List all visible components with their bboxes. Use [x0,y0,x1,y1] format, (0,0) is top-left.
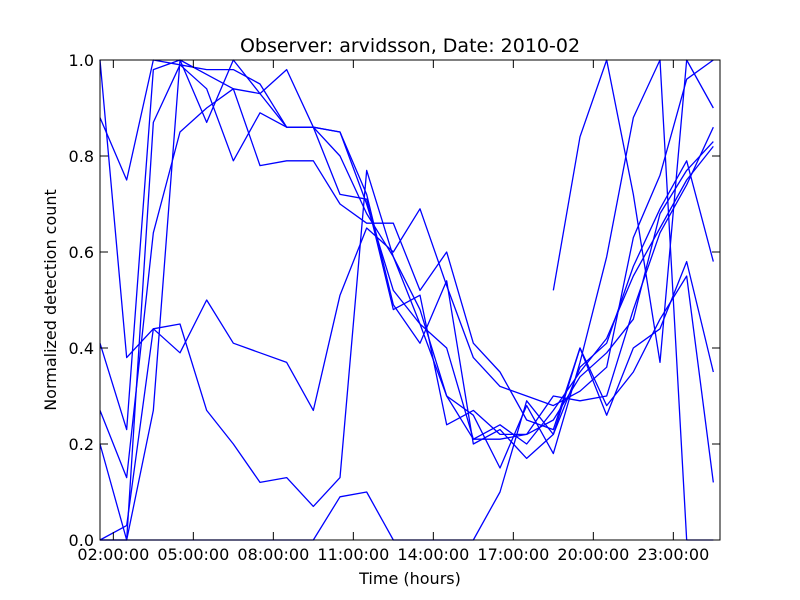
x-tick-label: 11:00:00 [317,545,389,564]
series-line-5 [99,64,714,541]
series-layer [99,59,714,541]
y-tick-label: 0.6 [69,243,94,262]
series-line-2 [99,59,714,412]
x-tick-label: 08:00:00 [237,545,309,564]
x-tick-label: 05:00:00 [157,545,229,564]
y-tick-label: 0.0 [69,531,94,550]
y-tick-label: 0.8 [69,147,94,166]
chart-title: Observer: arvidsson, Date: 2010-02 [240,35,580,57]
x-tick-label: 02:00:00 [77,545,149,564]
y-tick-label: 0.4 [69,339,94,358]
axes-frame [99,59,721,541]
series-line-6 [99,59,714,541]
x-tick-label: 20:00:00 [557,545,629,564]
y-tick-label: 1.0 [69,51,94,70]
x-axis-label: Time (hours) [358,569,461,588]
series-line-4 [99,88,714,479]
x-tick-label: 17:00:00 [477,545,549,564]
x-tick-label: 23:00:00 [637,545,709,564]
y-tick-label: 0.2 [69,435,94,454]
x-tick-label: 14:00:00 [397,545,469,564]
series-line-7 [100,59,714,541]
series-line-1 [99,59,714,445]
y-axis-label: Normalized detection count [41,189,60,411]
tick-layer: 02:00:00 05:00:00 08:00:00 11:00:00 14:00:00… [69,51,720,564]
